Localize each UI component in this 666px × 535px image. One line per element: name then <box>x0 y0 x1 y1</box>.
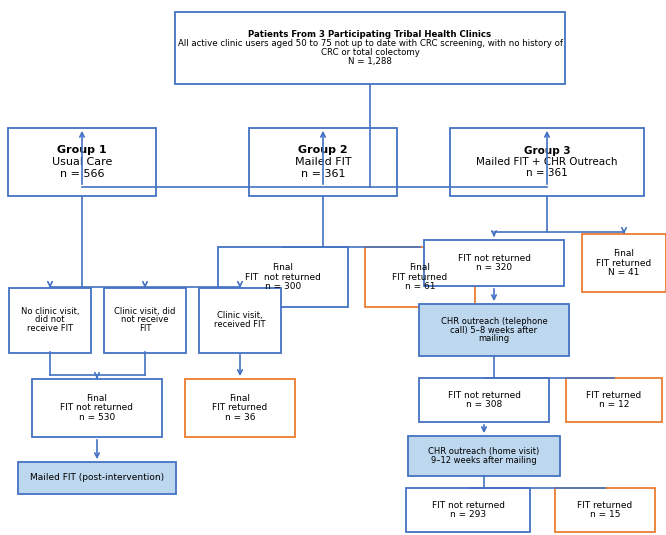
FancyBboxPatch shape <box>32 379 162 437</box>
FancyBboxPatch shape <box>566 378 662 422</box>
Text: n = 15: n = 15 <box>590 510 620 519</box>
FancyBboxPatch shape <box>424 240 564 286</box>
Text: received FIT: received FIT <box>214 320 266 329</box>
Text: mailing: mailing <box>478 334 509 343</box>
Text: Group 1: Group 1 <box>57 146 107 155</box>
Text: FIT not returned: FIT not returned <box>458 254 531 263</box>
Text: n = 361: n = 361 <box>526 168 568 178</box>
Text: Group 2: Group 2 <box>298 146 348 155</box>
Text: Final: Final <box>230 394 250 403</box>
FancyBboxPatch shape <box>419 378 549 422</box>
Text: n = 12: n = 12 <box>599 400 629 409</box>
FancyBboxPatch shape <box>185 379 295 437</box>
FancyBboxPatch shape <box>408 436 560 476</box>
Text: Patients From 3 Participating Tribal Health Clinics: Patients From 3 Participating Tribal Hea… <box>248 30 492 39</box>
FancyBboxPatch shape <box>9 287 91 353</box>
Text: All active clinic users aged 50 to 75 not up to date with CRC screening, with no: All active clinic users aged 50 to 75 no… <box>178 39 563 48</box>
Text: Usual Care: Usual Care <box>52 157 112 167</box>
Text: Mailed FIT + CHR Outreach: Mailed FIT + CHR Outreach <box>476 157 618 167</box>
Text: CHR outreach (telephone: CHR outreach (telephone <box>441 317 547 326</box>
Text: N = 41: N = 41 <box>608 268 639 277</box>
Text: FIT returned: FIT returned <box>596 258 651 268</box>
FancyBboxPatch shape <box>419 304 569 356</box>
Text: n = 300: n = 300 <box>265 282 301 291</box>
Text: CRC or total colectomy: CRC or total colectomy <box>320 48 420 57</box>
Text: Group 3: Group 3 <box>523 146 570 156</box>
Text: FIT: FIT <box>139 324 151 333</box>
Text: n = 320: n = 320 <box>476 263 512 272</box>
FancyBboxPatch shape <box>365 247 475 307</box>
Text: FIT not returned: FIT not returned <box>448 391 521 400</box>
Text: Final: Final <box>87 394 107 403</box>
Text: Mailed FIT (post-intervention): Mailed FIT (post-intervention) <box>30 473 164 483</box>
Text: n = 308: n = 308 <box>466 400 502 409</box>
Text: n = 530: n = 530 <box>79 413 115 422</box>
Text: FIT not returned: FIT not returned <box>61 403 133 412</box>
Text: n = 61: n = 61 <box>405 282 436 291</box>
Text: did not: did not <box>35 316 65 325</box>
Text: Mailed FIT: Mailed FIT <box>294 157 351 167</box>
Text: receive FIT: receive FIT <box>27 324 73 333</box>
Text: not receive: not receive <box>121 316 168 325</box>
FancyBboxPatch shape <box>218 247 348 307</box>
Text: FIT returned: FIT returned <box>577 501 633 510</box>
FancyBboxPatch shape <box>582 234 666 292</box>
FancyBboxPatch shape <box>249 128 397 196</box>
FancyBboxPatch shape <box>555 488 655 532</box>
Text: n = 361: n = 361 <box>301 169 345 179</box>
FancyBboxPatch shape <box>406 488 530 532</box>
Text: No clinic visit,: No clinic visit, <box>21 307 79 316</box>
Text: FIT returned: FIT returned <box>212 403 268 412</box>
FancyBboxPatch shape <box>199 287 281 353</box>
Text: FIT returned: FIT returned <box>392 272 448 281</box>
Text: Clinic visit, did: Clinic visit, did <box>115 307 176 316</box>
Text: FIT  not returned: FIT not returned <box>245 272 321 281</box>
Text: n = 566: n = 566 <box>60 169 105 179</box>
Text: Final: Final <box>410 263 430 272</box>
Text: N = 1,288: N = 1,288 <box>348 57 392 66</box>
Text: Final: Final <box>613 249 635 258</box>
FancyBboxPatch shape <box>450 128 644 196</box>
Text: Final: Final <box>272 263 294 272</box>
FancyBboxPatch shape <box>104 287 186 353</box>
FancyBboxPatch shape <box>8 128 156 196</box>
Text: n = 293: n = 293 <box>450 510 486 519</box>
Text: call) 5–8 weeks after: call) 5–8 weeks after <box>450 325 537 334</box>
Text: CHR outreach (home visit): CHR outreach (home visit) <box>428 447 539 456</box>
FancyBboxPatch shape <box>18 462 176 494</box>
Text: 9–12 weeks after mailing: 9–12 weeks after mailing <box>431 456 537 465</box>
FancyBboxPatch shape <box>175 12 565 84</box>
Text: FIT not returned: FIT not returned <box>432 501 505 510</box>
Text: Clinic visit,: Clinic visit, <box>217 311 263 320</box>
Text: FIT returned: FIT returned <box>586 391 641 400</box>
Text: n = 36: n = 36 <box>224 413 255 422</box>
